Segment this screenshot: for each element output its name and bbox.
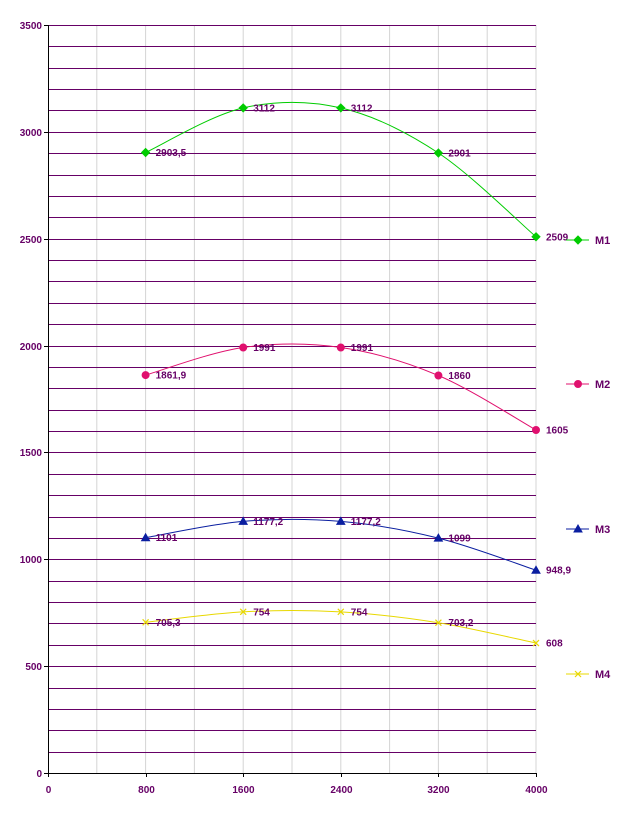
data-point-m2 [532, 425, 540, 434]
data-point-m4 [434, 619, 442, 627]
data-point-m4-stroke [434, 619, 442, 627]
y-tick-label: 3500 [20, 21, 43, 32]
legend-marker-m1 [573, 235, 583, 245]
vertical-gridlines [96, 25, 537, 773]
data-label-m1: 2509 [546, 232, 569, 243]
data-label-m2: 1605 [546, 425, 569, 436]
data-labels: 2903,5 3112 3112 2901 2509 1861,9 1991 1991 1860… [156, 103, 572, 649]
data-label-m3: 1099 [448, 534, 471, 545]
data-point-m2 [141, 371, 150, 380]
legend-label-m3: M3 [595, 524, 610, 536]
data-label-m2: 1861,9 [156, 371, 187, 382]
data-label-m4: 608 [546, 639, 563, 650]
data-point-m4-stroke [142, 618, 150, 626]
data-point-m3 [433, 533, 444, 542]
y-tick-label: 500 [25, 662, 42, 673]
data-point-m3 [140, 532, 151, 542]
data-point-m4-stroke [239, 608, 247, 616]
data-point-m2 [434, 371, 443, 380]
legend-label-m2: M2 [595, 379, 610, 391]
data-point-m4 [532, 639, 540, 647]
x-tick-label: 3200 [427, 785, 450, 796]
data-label-m4: 754 [253, 607, 270, 618]
data-label-m2: 1860 [448, 371, 471, 382]
data-point-m4 [142, 618, 150, 626]
data-point-m4-stroke [532, 639, 540, 647]
horizontal-gridlines [48, 25, 536, 753]
data-label-m1: 2903,5 [156, 148, 187, 159]
legend-marker-m3 [573, 523, 583, 533]
data-label-m4: 703,2 [448, 618, 473, 629]
data-point-m1 [433, 148, 444, 158]
legend: M1 M2 M3 M4 [566, 235, 611, 681]
data-point-m1 [531, 232, 541, 242]
data-label-m1: 3112 [253, 103, 275, 114]
y-tick-label: 3000 [20, 128, 43, 139]
data-point-m2 [239, 343, 248, 352]
y-tick-label: 2000 [20, 342, 43, 353]
data-point-m3 [335, 516, 346, 525]
x-tick-label: 800 [138, 785, 155, 796]
y-tick-label: 1500 [20, 448, 43, 459]
data-point-m4-stroke [337, 608, 345, 616]
series-markers [140, 103, 541, 647]
data-point-m1 [238, 103, 248, 113]
data-label-m1: 2901 [448, 149, 471, 160]
data-label-m3: 1177,2 [351, 517, 381, 528]
data-label-m4: 754 [351, 607, 368, 618]
legend-marker-m4-stroke [574, 670, 582, 678]
data-label-m3: 948,9 [546, 566, 571, 577]
x-tick-label: 0 [46, 785, 52, 796]
data-point-m4 [239, 608, 247, 616]
data-label-m1: 3112 [351, 103, 373, 114]
y-tick-label: 0 [36, 769, 42, 780]
data-label-m3: 1101 [156, 533, 178, 544]
data-point-m3 [531, 565, 541, 574]
data-point-m3 [238, 516, 249, 525]
y-tick-label: 1000 [20, 555, 43, 566]
data-label-m2: 1991 [351, 343, 374, 354]
x-tick-label: 2400 [330, 785, 353, 796]
axes [44, 25, 537, 777]
x-tick-label: 4000 [525, 785, 548, 796]
data-label-m3: 1177,2 [253, 517, 283, 528]
data-label-m4: 705,3 [156, 618, 181, 629]
legend-label-m4: M4 [595, 669, 611, 681]
data-point-m1 [336, 103, 346, 113]
x-axis-tick-labels: 0 800 1600 2400 3200 4000 [46, 785, 548, 796]
x-tick-label: 1600 [232, 785, 255, 796]
y-axis-tick-labels: 0 500 1000 1500 2000 2500 3000 3500 [20, 21, 43, 780]
data-point-m2 [336, 343, 345, 352]
legend-marker-m4 [574, 670, 582, 678]
data-label-m2: 1991 [253, 343, 276, 354]
data-point-m1 [140, 147, 151, 158]
legend-label-m1: M1 [595, 235, 610, 247]
y-tick-label: 2500 [20, 235, 43, 246]
data-point-m4 [337, 608, 345, 616]
legend-marker-m2 [574, 380, 582, 388]
